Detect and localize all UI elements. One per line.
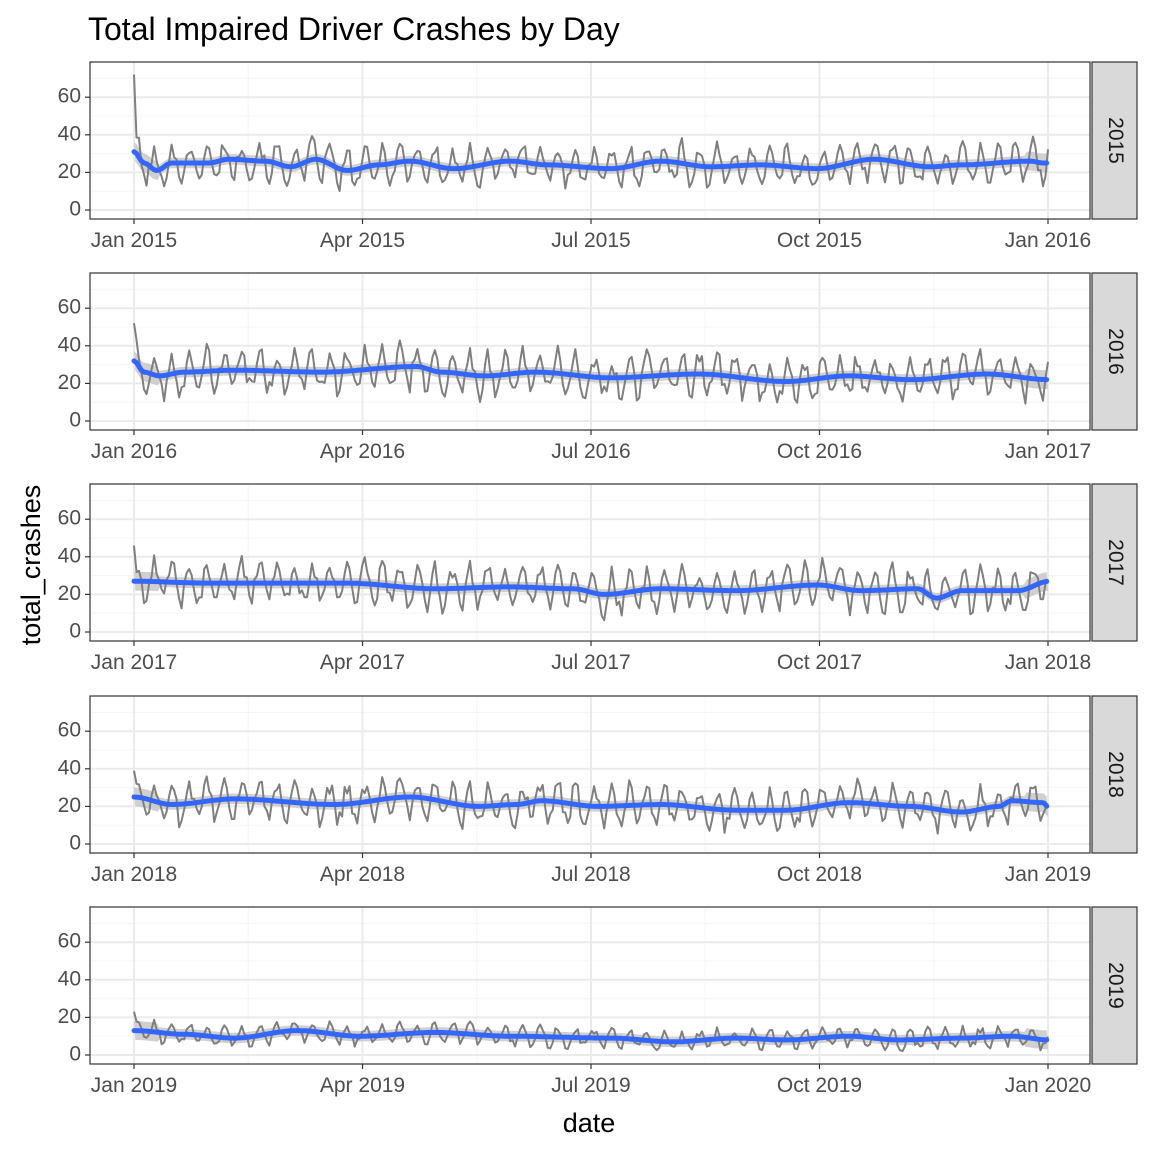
- panel-2015: 2015 0 20 40 60 Jan 2015 Apr 2015 Jul 2015 Oct 2…: [58, 61, 1138, 252]
- confidence-band: [134, 571, 1048, 604]
- facet-strip-label: 2018: [1104, 751, 1127, 798]
- facet-strip: [1091, 272, 1138, 431]
- x-tick-label: Jul 2016: [551, 440, 630, 463]
- x-axis-title: date: [563, 1108, 616, 1138]
- facet-strip-label: 2016: [1104, 328, 1127, 375]
- y-tick-label: 40: [58, 333, 81, 356]
- gridlines: [90, 273, 1090, 430]
- x-tick-label: Oct 2015: [777, 229, 862, 252]
- panel-border: [89, 272, 1091, 431]
- facet-strip-label: 2019: [1104, 962, 1127, 1009]
- x-tick-label: Jan 2017: [1005, 440, 1091, 463]
- smooth-trend-line: [131, 794, 1050, 815]
- y-tick-label: 60: [58, 930, 81, 953]
- x-tick-label: Jan 2015: [91, 229, 177, 252]
- panel-border: [89, 483, 1091, 642]
- y-tick-label: 0: [69, 620, 81, 643]
- facet-strip: [1091, 483, 1138, 642]
- x-tick-label: Jul 2015: [551, 229, 630, 252]
- panel-border: [89, 695, 1091, 854]
- x-tick-label: Apr 2017: [320, 651, 405, 674]
- panels-layer: 2015 0 20 40 60 Jan 2015 Apr 2015 Jul 2015 Oct 2…: [58, 61, 1138, 1097]
- facet-strip: [1091, 61, 1138, 220]
- daily-crashes-line: [133, 74, 1049, 193]
- x-tick-label: Apr 2016: [320, 440, 405, 463]
- y-tick-label: 60: [58, 85, 81, 108]
- y-tick-label: 0: [69, 198, 81, 221]
- y-tick-label: 20: [58, 160, 81, 183]
- gridlines: [90, 696, 1090, 853]
- smooth-trend-line: [131, 1028, 1050, 1045]
- x-tick-label: Jul 2017: [551, 651, 630, 674]
- facet-strip: [1091, 906, 1138, 1065]
- smooth-trend-line: [131, 149, 1050, 173]
- x-tick-label: Apr 2018: [320, 863, 405, 886]
- y-tick-label: 40: [58, 544, 81, 567]
- x-tick-label: Oct 2018: [777, 863, 862, 886]
- y-tick-label: 60: [58, 507, 81, 530]
- x-tick-label: Jan 2016: [91, 440, 177, 463]
- y-tick-label: 40: [58, 122, 81, 145]
- y-tick-label: 40: [58, 756, 81, 779]
- daily-crashes-line: [133, 770, 1049, 835]
- x-tick-label: Jul 2019: [551, 1074, 630, 1097]
- y-tick-label: 20: [58, 371, 81, 394]
- x-tick-label: Oct 2019: [777, 1074, 862, 1097]
- smooth-trend-line: [131, 578, 1050, 601]
- x-tick-label: Oct 2016: [777, 440, 862, 463]
- daily-crashes-line: [133, 1011, 1049, 1053]
- panel-2019: 2019 0 20 40 60 Jan 2019 Apr 2019 Jul 2019 Oct 2…: [58, 906, 1138, 1097]
- y-tick-label: 20: [58, 794, 81, 817]
- x-tick-label: Jan 2017: [91, 651, 177, 674]
- smooth-trend-line: [131, 358, 1050, 384]
- y-tick-label: 20: [58, 1005, 81, 1028]
- x-tick-label: Jan 2019: [91, 1074, 177, 1097]
- y-tick-label: 60: [58, 296, 81, 319]
- x-tick-label: Jan 2019: [1005, 863, 1091, 886]
- facet-strip: [1091, 695, 1138, 854]
- y-tick-label: 40: [58, 967, 81, 990]
- x-tick-label: Jan 2018: [91, 863, 177, 886]
- x-tick-label: Apr 2019: [320, 1074, 405, 1097]
- y-tick-label: 0: [69, 1043, 81, 1066]
- y-tick-label: 20: [58, 582, 81, 605]
- y-axis-title: total_crashes: [16, 485, 46, 646]
- y-tick-label: 0: [69, 409, 81, 432]
- panel-border: [89, 906, 1091, 1065]
- x-tick-label: Jan 2020: [1005, 1074, 1091, 1097]
- panel-border: [89, 61, 1091, 220]
- facet-strip-label: 2015: [1104, 117, 1127, 164]
- panel-2018: 2018 0 20 40 60 Jan 2018 Apr 2018 Jul 2018 Oct 2…: [58, 695, 1138, 886]
- y-tick-label: 0: [69, 832, 81, 855]
- x-tick-label: Jan 2018: [1005, 651, 1091, 674]
- facet-strip-label: 2017: [1104, 539, 1127, 586]
- daily-crashes-line: [133, 545, 1049, 622]
- x-tick-label: Jan 2016: [1005, 229, 1091, 252]
- panel-2017: 2017 0 20 40 60 Jan 2017 Apr 2017 Jul 2017 Oct 2…: [58, 483, 1138, 674]
- chart-title: Total Impaired Driver Crashes by Day: [88, 11, 620, 47]
- x-tick-label: Jul 2018: [551, 863, 630, 886]
- confidence-band: [134, 1021, 1048, 1050]
- panel-2016: 2016 0 20 40 60 Jan 2016 Apr 2016 Jul 2016 Oct 2…: [58, 272, 1138, 463]
- y-tick-label: 60: [58, 719, 81, 742]
- x-tick-label: Oct 2017: [777, 651, 862, 674]
- x-tick-label: Apr 2015: [320, 229, 405, 252]
